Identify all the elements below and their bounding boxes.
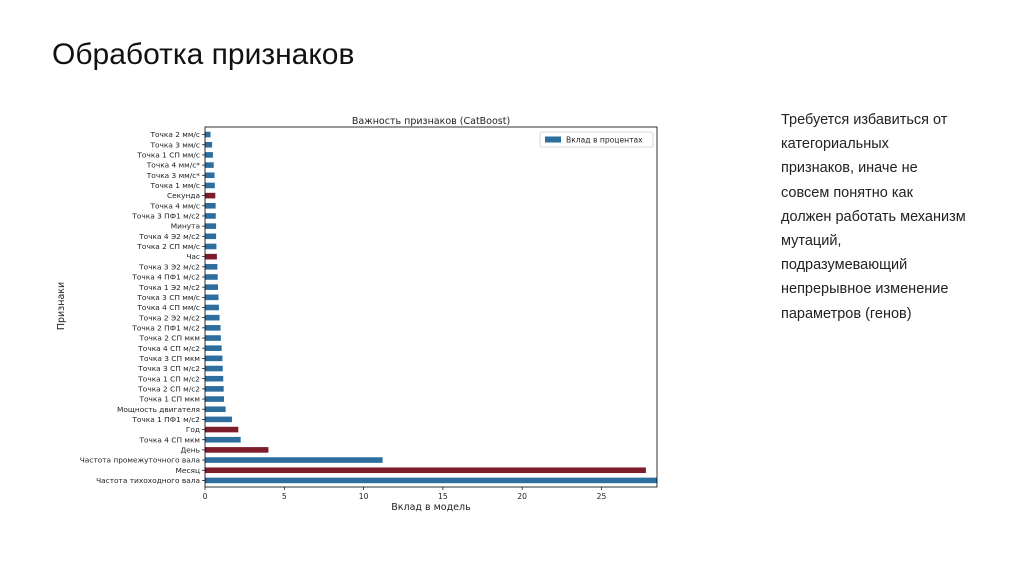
bars-group [205,131,657,484]
y-tick-label: Точка 1 Э2 м/с2 [138,283,200,292]
y-tick-label: Точка 3 СП м/с2 [137,364,200,373]
bar [205,284,218,290]
y-tick-label: Час [186,252,200,261]
bar [205,447,269,453]
slide-title: Обработка признаков [52,38,355,71]
side-text-line: категориальных [781,136,889,153]
side-text-line: мутаций, [781,233,842,250]
y-tick-label: Точка 2 мм/с [149,130,200,139]
bar [205,274,218,280]
y-tick-label: Точка 3 СП мм/с [136,293,200,302]
bar [205,314,220,321]
y-tick-label: Точка 1 мм/с [149,181,200,190]
bar [205,396,225,402]
y-tick-label: Секунда [167,191,200,200]
bar [205,213,216,219]
side-text-line: параметров (генов) [781,305,912,322]
side-text-line: подразумевающий [781,257,908,274]
y-tick-label: Точка 4 СП мм/с [136,303,200,312]
x-tick-label: 5 [282,492,287,501]
bar [205,172,215,179]
y-tick-label: Точка 2 ПФ1 м/с2 [131,323,200,332]
side-text-line: должен работать механизм [781,208,966,225]
x-tick-label: 25 [597,492,607,501]
y-tick-label: Точка 4 ПФ1 м/с2 [131,273,200,282]
y-tick-label: Точка 4 Э2 м/с2 [138,232,200,241]
bar [205,233,217,240]
bar [205,436,241,443]
chart-title: Важность признаков (CatBoost) [352,116,510,127]
side-text-line: непрерывное изменение [781,281,949,298]
y-tick-label: Точка 2 СП мкм [139,334,200,343]
y-tick-label: Точка 3 мм/с* [146,171,201,180]
y-tick-label: Точка 3 ПФ1 м/с2 [131,212,200,221]
y-tick-label: Точка 2 СП м/с2 [137,384,200,393]
bar [205,202,216,209]
y-tick-label: Точка 1 ПФ1 м/с2 [131,415,200,424]
y-tick-label: Точка 4 СП мкм [139,435,200,444]
bar [205,325,221,331]
x-tick-label: 0 [203,492,208,501]
bar [205,253,217,260]
bar [205,294,219,301]
bar [205,477,657,484]
bar [205,243,217,250]
y-tick-label: Точка 1 СП мм/с [136,151,200,160]
side-text-line: признаков, иначе не [781,160,918,177]
y-tick-label: Точка 2 СП мм/с [136,242,200,251]
bar [205,131,211,138]
y-tick-label: Точка 3 СП мкм [139,354,200,363]
bar [205,406,226,413]
x-ticks: 0 5 10 15 20 25 [203,487,607,501]
bar [205,365,223,372]
legend: Вклад в процентах [539,131,654,148]
bar [205,335,221,341]
x-tick-label: 10 [359,492,369,501]
y-tick-label: Год [186,425,200,434]
x-tick-label: 15 [438,492,448,501]
side-text: Требуется избавиться от категориальных п… [781,108,996,326]
legend-swatch [545,136,561,143]
y-tick-label: Точка 3 Э2 м/с2 [138,262,200,271]
bar [205,426,239,433]
bar [205,182,215,189]
y-tick-label: Месяц [176,466,200,475]
bar [205,355,223,362]
y-tick-label: Мощность двигателя [117,405,200,414]
bar [205,141,213,148]
bar [205,467,646,474]
y-tick-label: Точка 3 мм/с [149,140,200,149]
y-tick-label: Точка 1 СП м/с2 [137,374,200,383]
bar [205,386,224,392]
y-tick-label: Частота промежуточного вала [80,456,200,465]
y-tick-label: Минута [171,222,200,231]
y-tick-label: Частота тихоходного вала [96,476,200,485]
bar [205,457,383,463]
legend-box [539,131,654,148]
bar [205,375,224,382]
bar [205,162,214,168]
side-text-line: Требуется избавиться от [781,112,948,128]
legend-label: Вклад в процентах [566,136,643,145]
bar [205,345,222,351]
bar [205,304,219,311]
bar [205,192,216,199]
y-tick-label: Точка 2 Э2 м/с2 [138,313,200,322]
bar [205,152,213,158]
y-tick-label: Точка 4 СП м/с2 [137,344,200,353]
x-tick-label: 20 [517,492,527,501]
y-axis-label: Признаки [56,282,67,330]
y-tick-label: Точка 4 мм/с [149,201,200,210]
x-axis-label: Вклад в модель [391,502,471,513]
bar [205,264,218,270]
side-text-line: совсем понятно как [781,184,913,201]
plot-frame [204,126,658,488]
y-tick-label: Точка 4 мм/с* [146,161,201,170]
bar [205,416,232,423]
y-tick-label: Точка 1 СП мкм [139,395,200,404]
y-tick-label: День [180,446,200,455]
bar [205,223,217,229]
